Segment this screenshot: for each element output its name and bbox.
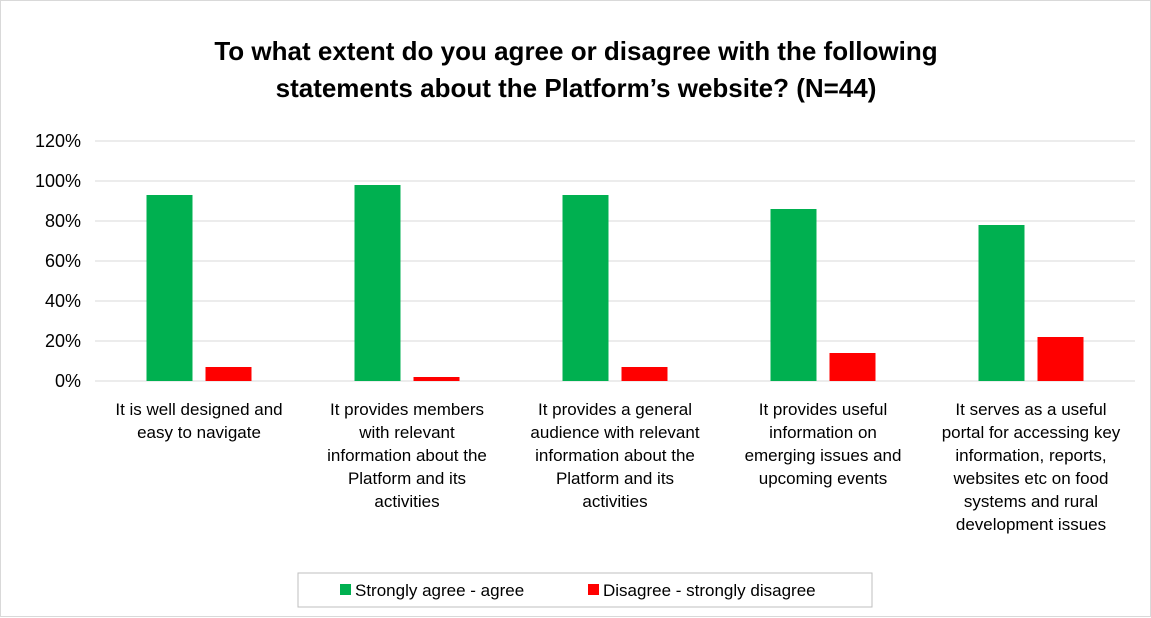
x-category-label: information about the (327, 446, 487, 465)
x-category-label: It is well designed and (115, 400, 282, 419)
x-category-label: Platform and its (348, 469, 466, 488)
y-tick-label: 60% (45, 251, 81, 271)
legend-box (297, 572, 873, 608)
x-category-label: systems and rural (964, 492, 1098, 511)
x-category-label: It provides members (330, 400, 484, 419)
chart-title-line: statements about the Platform’s website?… (276, 73, 877, 103)
x-category-label: activities (582, 492, 647, 511)
chart-title: To what extent do you agree or disagree … (214, 36, 937, 103)
legend[interactable]: Strongly agree - agree Disagree - strongl… (297, 572, 873, 608)
y-tick-label: 100% (35, 171, 81, 191)
x-category-label: easy to navigate (137, 423, 261, 442)
x-category-label: information, reports, (955, 446, 1106, 465)
x-category-label: development issues (956, 515, 1106, 534)
y-axis-ticks: 0% 20% 40% 60% 80% 100% 120% (35, 131, 81, 391)
y-tick-label: 40% (45, 291, 81, 311)
x-category-label: information on (769, 423, 877, 442)
bar-agree (146, 195, 193, 381)
x-category-label: upcoming events (759, 469, 888, 488)
bar-agree (354, 185, 401, 381)
x-category-label: Platform and its (556, 469, 674, 488)
legend-swatch (340, 584, 351, 595)
y-tick-label: 120% (35, 131, 81, 151)
x-axis-categories: It is well designed and easy to navigate I… (115, 400, 1120, 534)
bar-agree (562, 195, 609, 381)
y-tick-label: 80% (45, 211, 81, 231)
x-category-label: with relevant (358, 423, 455, 442)
y-tick-label: 20% (45, 331, 81, 351)
x-category-label: information about the (535, 446, 695, 465)
bar-agree (770, 209, 817, 381)
x-category-label: It provides useful (759, 400, 888, 419)
legend-label: Strongly agree - agree (355, 581, 524, 600)
bars (146, 185, 1084, 381)
x-category-label: portal for accessing key (942, 423, 1121, 442)
chart-title-line: To what extent do you agree or disagree … (214, 36, 937, 66)
x-category-label: activities (374, 492, 439, 511)
legend-label: Disagree - strongly disagree (603, 581, 816, 600)
bar-agree (978, 225, 1025, 381)
x-category-label: audience with relevant (530, 423, 699, 442)
legend-swatch (588, 584, 599, 595)
gridlines (95, 140, 1135, 382)
y-tick-label: 0% (55, 371, 81, 391)
bar-disagree (205, 367, 252, 381)
bar-disagree (1037, 337, 1084, 381)
bar-disagree (413, 377, 460, 381)
bar-disagree (829, 353, 876, 381)
x-category-label: It provides a general (538, 400, 692, 419)
x-category-label: websites etc on food (953, 469, 1109, 488)
bar-disagree (621, 367, 668, 381)
x-category-label: emerging issues and (745, 446, 902, 465)
x-category-label: It serves as a useful (955, 400, 1106, 419)
